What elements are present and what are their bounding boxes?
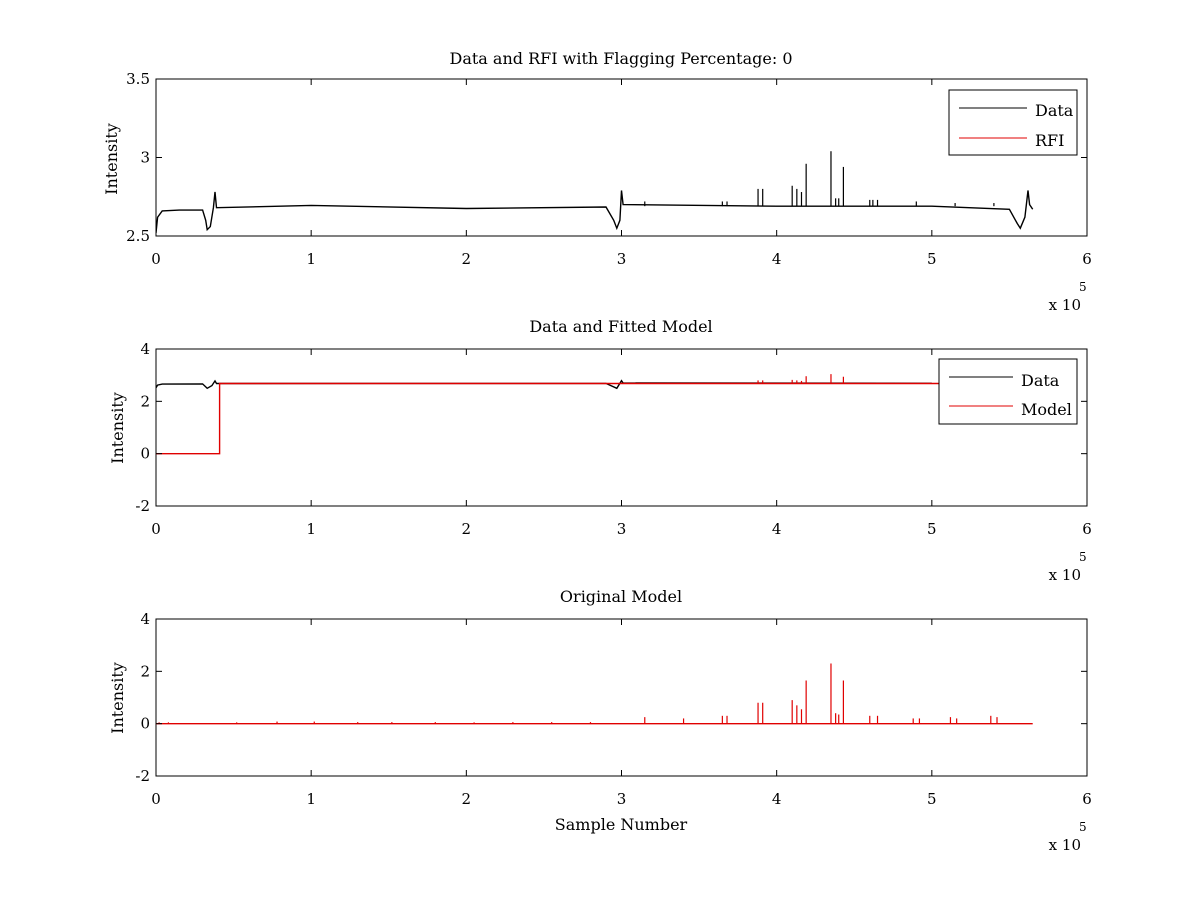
x-tick-label: 6	[1082, 250, 1092, 268]
y-tick-label: -2	[135, 767, 150, 785]
x-tick-label: 5	[927, 790, 937, 808]
y-tick-label: 0	[140, 445, 150, 463]
x-tick-label: 1	[306, 520, 316, 538]
data-lines	[156, 663, 1033, 725]
plot-area	[155, 618, 1088, 777]
x-tick-label: 2	[462, 520, 472, 538]
legend-box	[938, 358, 1078, 425]
x-exponent: 5	[1079, 550, 1087, 564]
x-tick-label: 0	[151, 790, 161, 808]
subplot-fitted-model: Data and Fitted Model Intensity 0 1 2 3 4 5 6 -…	[108, 317, 1092, 584]
x-tick-label: 4	[772, 520, 782, 538]
x-multiplier: x 10	[1049, 296, 1081, 314]
legend-label-data: Data	[1035, 101, 1074, 120]
x-tick-label: 5	[927, 250, 937, 268]
data-lines	[156, 374, 1033, 455]
legend: Data RFI	[948, 89, 1078, 156]
x-multiplier: x 10	[1049, 566, 1081, 584]
x-tick-label: 3	[617, 790, 627, 808]
y-axis-label: Intensity	[102, 123, 121, 195]
x-tick-label: 3	[617, 250, 627, 268]
legend-label-model: Model	[1021, 400, 1072, 419]
subplot-title: Data and Fitted Model	[529, 317, 712, 336]
series-group	[156, 374, 1033, 455]
x-tick-label: 2	[462, 790, 472, 808]
x-tick-label: 3	[617, 520, 627, 538]
x-tick-label: 4	[772, 250, 782, 268]
x-tick-label: 6	[1082, 790, 1092, 808]
legend: Data Model	[938, 358, 1078, 425]
plot-area	[155, 348, 1088, 507]
legend-box	[948, 89, 1078, 156]
y-tick-label: -2	[135, 497, 150, 515]
series-line-data	[156, 379, 932, 390]
x-exponent: 5	[1079, 280, 1087, 294]
y-tick-label: 2	[140, 662, 150, 680]
x-tick-label: 1	[306, 790, 316, 808]
x-exponent: 5	[1079, 820, 1087, 834]
y-tick-label: 3.5	[126, 70, 150, 88]
x-tick-label: 0	[151, 250, 161, 268]
x-axis-label: Sample Number	[555, 815, 688, 834]
x-tick-label: 4	[772, 790, 782, 808]
plot-area	[155, 78, 1088, 237]
x-tick-label: 5	[927, 520, 937, 538]
y-tick-label: 3	[140, 149, 150, 167]
y-tick-label: 0	[140, 715, 150, 733]
y-axis-label: Intensity	[108, 662, 127, 734]
legend-label-data: Data	[1021, 371, 1060, 390]
series-line-data	[156, 190, 1034, 233]
legend-label-rfi: RFI	[1035, 131, 1064, 150]
series-line-model	[156, 382, 1033, 455]
x-multiplier: x 10	[1049, 836, 1081, 854]
subplot-rfi-flagging: Data and RFI with Flagging Percentage: 0…	[102, 49, 1092, 314]
series-group	[156, 663, 1033, 725]
series-group	[156, 151, 1034, 233]
x-tick-label: 2	[462, 250, 472, 268]
x-tick-label: 1	[306, 250, 316, 268]
y-tick-label: 2.5	[126, 227, 150, 245]
subplot-title: Original Model	[560, 587, 682, 606]
y-tick-label: 4	[140, 610, 150, 628]
subplot-title: Data and RFI with Flagging Percentage: 0	[449, 49, 792, 68]
y-tick-label: 4	[140, 340, 150, 358]
x-tick-label: 0	[151, 520, 161, 538]
data-lines	[156, 151, 1034, 233]
axis-ticks: 0 1 2 3 4 5 6 2.5 3 3.5	[126, 70, 1092, 268]
y-tick-label: 2	[140, 392, 150, 410]
y-axis-label: Intensity	[108, 392, 127, 464]
x-tick-label: 6	[1082, 520, 1092, 538]
